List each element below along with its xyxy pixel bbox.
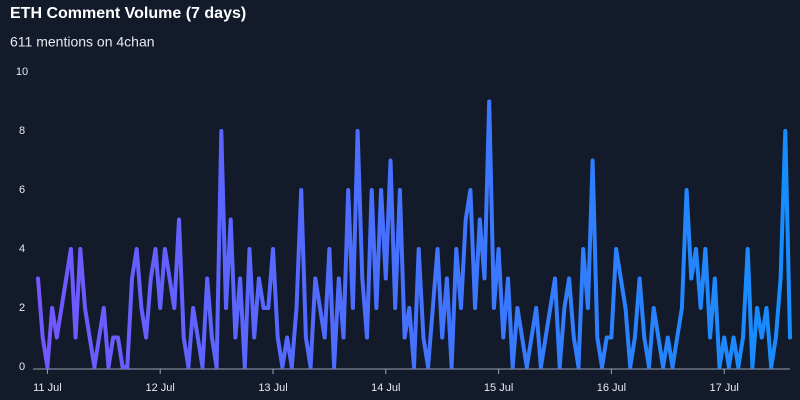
chart-subtitle: 611 mentions on 4chan xyxy=(10,34,155,50)
y-tick-label: 0 xyxy=(19,361,25,373)
y-tick-label: 8 xyxy=(19,125,25,137)
chart-title: ETH Comment Volume (7 days) xyxy=(10,5,246,22)
x-tick-label: 14 Jul xyxy=(371,382,400,394)
y-tick-label: 6 xyxy=(19,184,25,196)
x-tick-label: 11 Jul xyxy=(33,382,62,394)
y-tick-label: 10 xyxy=(16,66,28,78)
x-tick-label: 16 Jul xyxy=(597,382,626,394)
x-tick-label: 15 Jul xyxy=(484,382,513,394)
y-tick-label: 4 xyxy=(19,243,25,255)
y-tick-label: 2 xyxy=(19,302,25,314)
x-tick-label: 17 Jul xyxy=(710,382,739,394)
x-tick-label: 12 Jul xyxy=(146,382,175,394)
x-tick-label: 13 Jul xyxy=(258,382,287,394)
line xyxy=(36,99,792,369)
